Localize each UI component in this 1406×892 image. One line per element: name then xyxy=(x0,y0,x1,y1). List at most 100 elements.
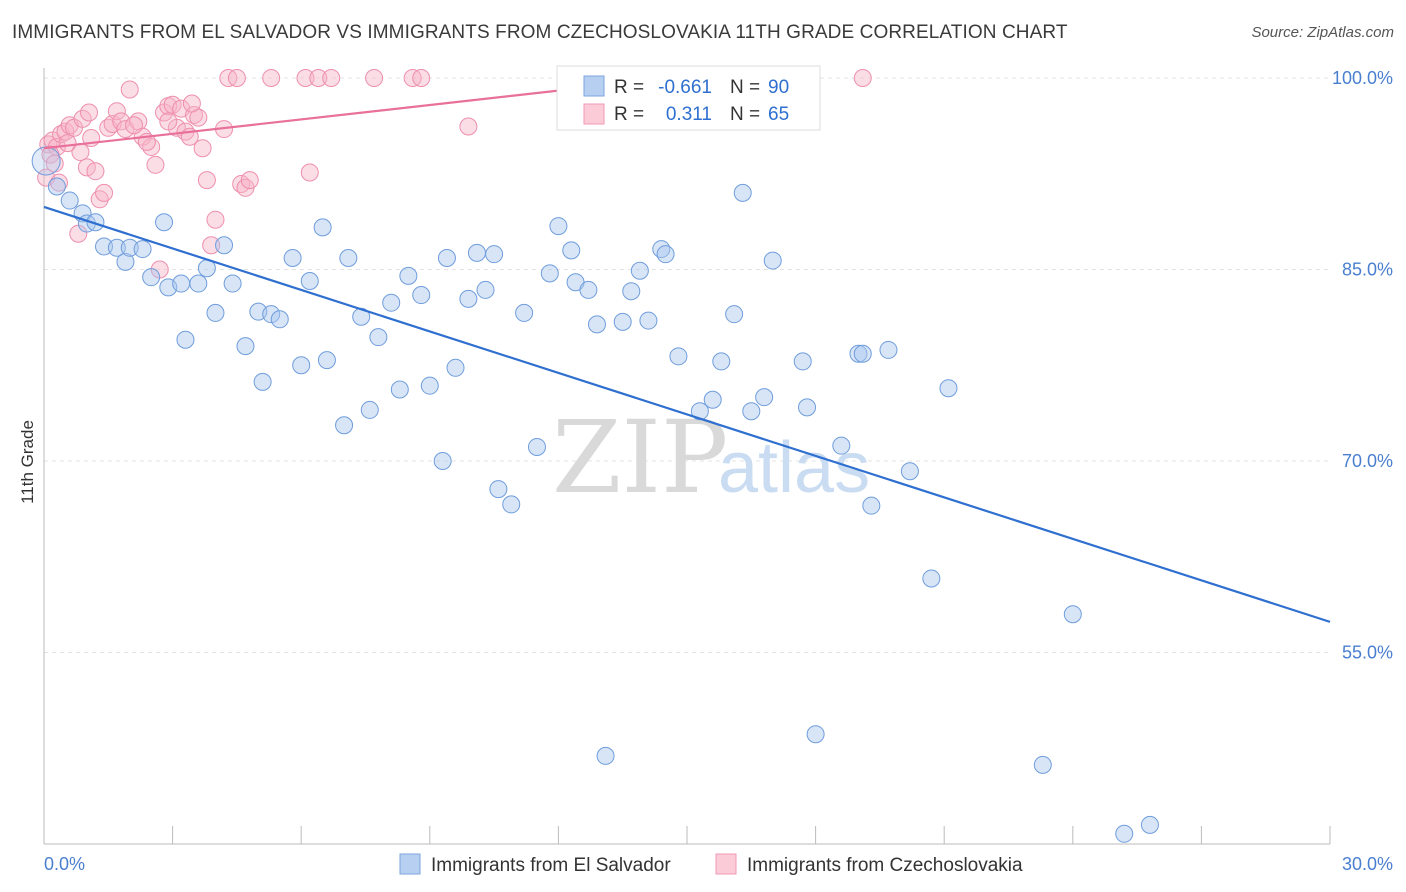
blue-point-51 xyxy=(527,437,546,456)
blue-point-27 xyxy=(292,356,311,375)
watermark-atlas: atlas xyxy=(718,428,870,508)
stats-legend: R = -0.661 N = 90 R = 0.311 N = 65 xyxy=(556,65,821,131)
blue-point-83 xyxy=(922,569,941,588)
blue-point-23 xyxy=(253,372,272,391)
x-tick-label-0: 0.0% xyxy=(44,854,85,874)
blue-point-49 xyxy=(502,495,521,514)
blue-point-5 xyxy=(86,213,105,232)
blue-point-29 xyxy=(313,218,332,237)
blue-point-39 xyxy=(412,286,431,305)
blue-point-30 xyxy=(317,351,336,370)
legend-r-value-2: 0.311 xyxy=(666,104,712,125)
blue-point-72 xyxy=(755,388,774,407)
blue-point-61 xyxy=(630,261,649,280)
pink-point-36 xyxy=(193,139,212,158)
blue-point-9 xyxy=(120,238,139,257)
pink-point-50 xyxy=(322,69,341,87)
pink-point-18 xyxy=(107,102,126,121)
blue-point-11 xyxy=(142,268,161,287)
blue-point-26 xyxy=(283,249,302,268)
blue-point-52 xyxy=(540,264,559,283)
axes xyxy=(43,68,1331,845)
pink-point-15 xyxy=(95,183,114,202)
pink-point-64 xyxy=(159,112,178,131)
blue-point-31 xyxy=(335,416,354,435)
legend-n-label-1: N = xyxy=(730,77,760,98)
blue-point-14 xyxy=(172,274,191,293)
pink-point-29 xyxy=(163,95,182,114)
pink-point-46 xyxy=(262,69,281,87)
blue-point-47 xyxy=(485,245,504,264)
pink-point-42 xyxy=(227,69,246,87)
blue-point-80 xyxy=(862,496,881,515)
blue-point-43 xyxy=(446,358,465,377)
source-label: Source: ZipAtlas.com xyxy=(1251,24,1394,41)
blue-point-53 xyxy=(549,217,568,236)
pink-point-38 xyxy=(202,236,221,255)
blue-point-28 xyxy=(300,271,319,290)
pink-point-10 xyxy=(73,109,92,128)
blue-point-60 xyxy=(622,282,641,301)
blue-point-46 xyxy=(476,280,495,299)
trend-line-el-salvador xyxy=(43,205,1331,623)
blue-point-34 xyxy=(360,400,379,419)
blue-point-24 xyxy=(262,305,281,324)
blue-point-8 xyxy=(116,252,135,271)
legend-n-value-1: 90 xyxy=(768,77,789,98)
legend-r-label-1: R = xyxy=(614,77,644,98)
blue-point-12 xyxy=(155,213,174,232)
blue-point-82 xyxy=(900,462,919,481)
blue-point-79 xyxy=(853,344,872,363)
blue-point-50 xyxy=(515,303,534,322)
blue-point-57 xyxy=(587,315,606,334)
series-legend-swatch-pink xyxy=(715,853,737,875)
blue-point-25 xyxy=(270,310,289,329)
blue-point-87 xyxy=(1115,824,1134,843)
blue-point-78 xyxy=(849,344,868,363)
series-el-salvador-points xyxy=(31,146,1159,843)
blue-point-18 xyxy=(206,303,225,322)
blue-point-21 xyxy=(236,337,255,356)
series-legend-swatch-blue xyxy=(399,853,421,875)
blue-point-65 xyxy=(669,347,688,366)
tick-labels: 100.0% 85.0% 70.0% 55.0% 0.0% 30.0% xyxy=(44,68,1393,874)
blue-point-71 xyxy=(742,402,761,421)
legend-r-label-2: R = xyxy=(614,104,644,125)
trend-lines xyxy=(43,83,1331,623)
pink-point-37 xyxy=(197,171,216,190)
blue-point-66 xyxy=(690,402,709,421)
blue-point-36 xyxy=(382,293,401,312)
blue-point-69 xyxy=(725,305,744,324)
legend-n-value-2: 65 xyxy=(768,104,789,125)
series-czechoslovakia-points xyxy=(37,69,872,279)
blue-point-32 xyxy=(339,249,358,268)
pink-point-60 xyxy=(125,116,144,135)
blue-point-70 xyxy=(733,183,752,202)
blue-point-58 xyxy=(596,746,615,765)
blue-point-35 xyxy=(369,328,388,347)
blue-point-16 xyxy=(189,274,208,293)
y-tick-label-0: 100.0% xyxy=(1332,68,1393,88)
pink-point-45 xyxy=(240,171,259,190)
legend-swatch-blue xyxy=(583,75,605,97)
series-legend-label-pink: Immigrants from Czechoslovakia xyxy=(747,855,1023,876)
series-legend: Immigrants from El Salvador Immigrants f… xyxy=(399,853,1023,876)
blue-point-85 xyxy=(1033,755,1052,774)
blue-point-15 xyxy=(176,330,195,349)
blue-point-20 xyxy=(223,274,242,293)
legend-swatch-pink xyxy=(583,103,605,125)
pink-point-21 xyxy=(120,80,139,99)
blue-point-77 xyxy=(832,436,851,455)
blue-point-68 xyxy=(712,352,731,371)
pink-point-51 xyxy=(365,69,384,87)
pink-point-47 xyxy=(296,69,315,87)
blue-point-41 xyxy=(433,452,452,470)
blue-point-19 xyxy=(215,236,234,255)
pink-point-25 xyxy=(146,155,165,174)
blue-point-59 xyxy=(613,312,632,331)
pink-point-54 xyxy=(459,117,478,136)
blue-point-86 xyxy=(1063,605,1082,624)
series-legend-label-blue: Immigrants from El Salvador xyxy=(431,855,671,876)
blue-point-81 xyxy=(879,340,898,359)
